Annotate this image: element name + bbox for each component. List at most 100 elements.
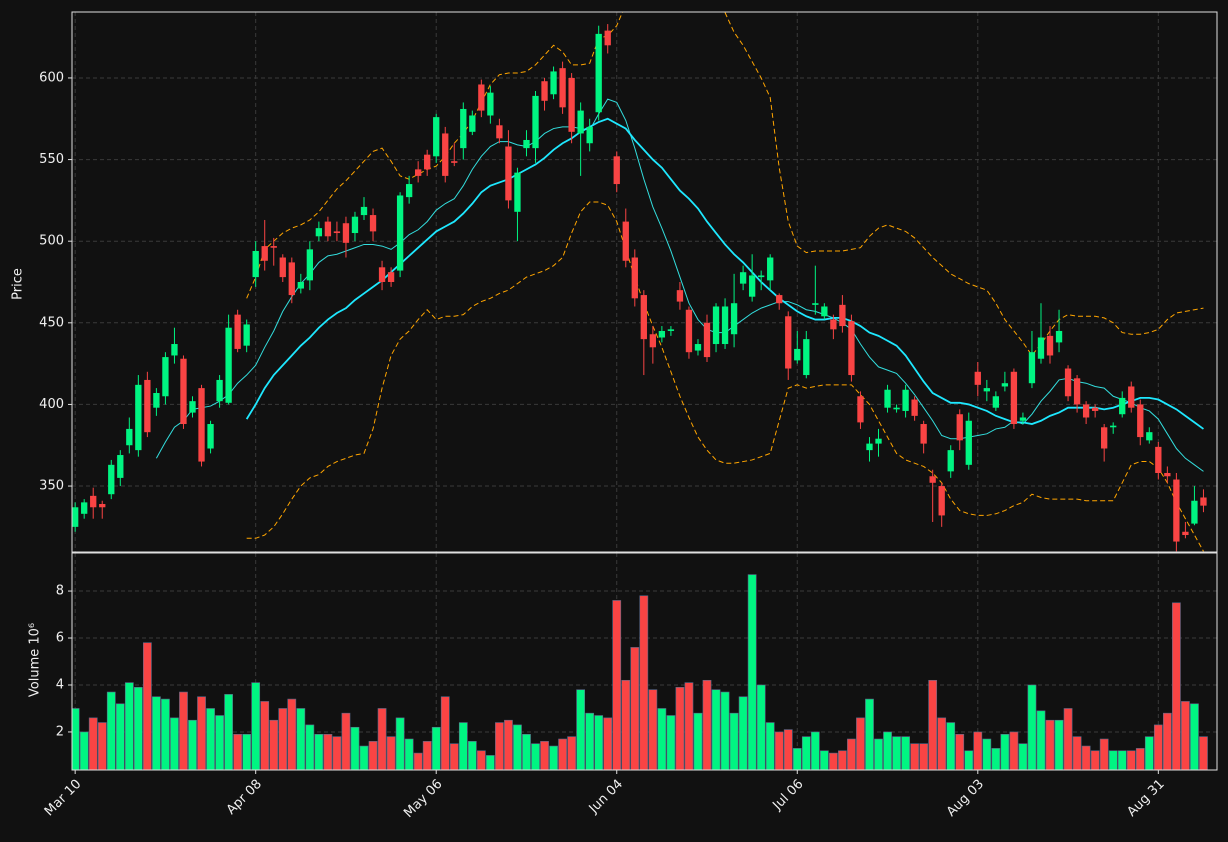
volume-bar (377, 708, 387, 770)
candle-body (333, 231, 341, 234)
volume-bar (630, 647, 640, 770)
candle-body (1173, 479, 1180, 542)
candle-body (785, 316, 792, 369)
candle-body (1110, 425, 1117, 428)
volume-bar (765, 722, 775, 770)
candle-body (875, 438, 882, 444)
volume-bar (197, 696, 206, 770)
candle-body (748, 275, 756, 297)
candle-body (613, 156, 620, 185)
volume-bar (693, 712, 703, 770)
volume-bar (269, 719, 279, 770)
volume-bar (1063, 708, 1073, 770)
volume-bar (1126, 750, 1136, 770)
volume-bar (1000, 734, 1010, 770)
volume-bar (522, 734, 531, 770)
volume-bar (666, 715, 676, 770)
volume-bar (188, 719, 197, 770)
volume-bar (233, 734, 242, 770)
candle-body (99, 504, 106, 508)
volume-bar (729, 712, 739, 770)
volume-bar (892, 736, 901, 770)
volume-bar (720, 691, 730, 770)
volume-bar (152, 696, 161, 770)
candle-body (893, 407, 900, 410)
candle-body (442, 133, 449, 176)
volume-bar (1099, 738, 1109, 770)
volume-plot (72, 553, 1217, 770)
candle-body (1046, 335, 1054, 356)
candle-body (712, 306, 720, 345)
y-tick-label: 2 (56, 724, 64, 739)
volume-bar (368, 741, 378, 770)
candle-body (342, 223, 350, 243)
candle-body (640, 295, 647, 340)
candle-body (920, 424, 927, 444)
volume-bar (603, 717, 613, 770)
volume-bar (88, 717, 98, 770)
volume-bar (251, 682, 261, 770)
candle-body (857, 396, 864, 423)
candle-body (153, 393, 160, 408)
volume-bar (657, 708, 667, 770)
volume-bar (1144, 736, 1154, 770)
volume-bar (928, 679, 938, 770)
volume-bar (305, 724, 315, 770)
volume-axis-label: Volume 10⁶ (28, 623, 43, 697)
volume-bar (1027, 684, 1037, 770)
volume-bar (612, 600, 622, 770)
candle-body (469, 115, 476, 132)
volume-bar (1162, 712, 1172, 770)
candle-body (983, 388, 990, 392)
candle-body (767, 257, 774, 281)
candle-body (812, 303, 819, 305)
volume-bar (106, 691, 116, 770)
candle-body (306, 249, 314, 281)
candle-body (144, 379, 151, 433)
candle-body (207, 424, 214, 449)
candle-body (721, 306, 729, 345)
volume-bar (910, 743, 919, 770)
candle-body (559, 68, 566, 108)
volume-bar (648, 689, 658, 770)
volume-bar (296, 708, 306, 770)
candle-body (126, 428, 133, 446)
candle-body (135, 384, 142, 451)
candle-body (234, 314, 241, 349)
candle-body (108, 464, 115, 495)
candle-body (225, 327, 232, 403)
candle-body (803, 339, 810, 376)
volume-bar (458, 722, 468, 770)
candle-body (550, 71, 557, 95)
candle-body (1200, 497, 1207, 506)
candle-body (658, 330, 666, 338)
candle-body (667, 329, 675, 331)
volume-bar (143, 642, 152, 770)
volume-bar (576, 689, 586, 770)
volume-bar (495, 722, 504, 770)
volume-bar (1081, 745, 1091, 770)
volume-bar (287, 698, 297, 770)
volume-bar (955, 734, 965, 770)
volume-bar (819, 750, 829, 770)
candle-body (739, 272, 747, 284)
volume-bar (1045, 719, 1055, 770)
candle-body (198, 388, 205, 462)
candle-body (1073, 378, 1081, 405)
line-series (155, 98, 1204, 472)
candle-body (1164, 472, 1171, 477)
volume-bar (350, 726, 360, 770)
volume-bar (865, 698, 874, 770)
candle-body (117, 455, 124, 478)
candle-body (252, 250, 259, 278)
candle-body (505, 146, 512, 201)
candle-body (541, 81, 548, 101)
candle-body (1182, 531, 1189, 536)
y-tick-label: 6 (56, 631, 64, 646)
candle-body (730, 303, 738, 335)
candle-body (1101, 427, 1108, 449)
volume-bar (1117, 750, 1127, 770)
volume-bar (504, 719, 513, 770)
volume-bar (1090, 750, 1100, 770)
volume-bar (883, 731, 892, 770)
